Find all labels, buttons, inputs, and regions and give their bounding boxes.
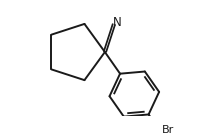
Text: Br: Br (162, 125, 174, 134)
Text: N: N (113, 16, 122, 29)
